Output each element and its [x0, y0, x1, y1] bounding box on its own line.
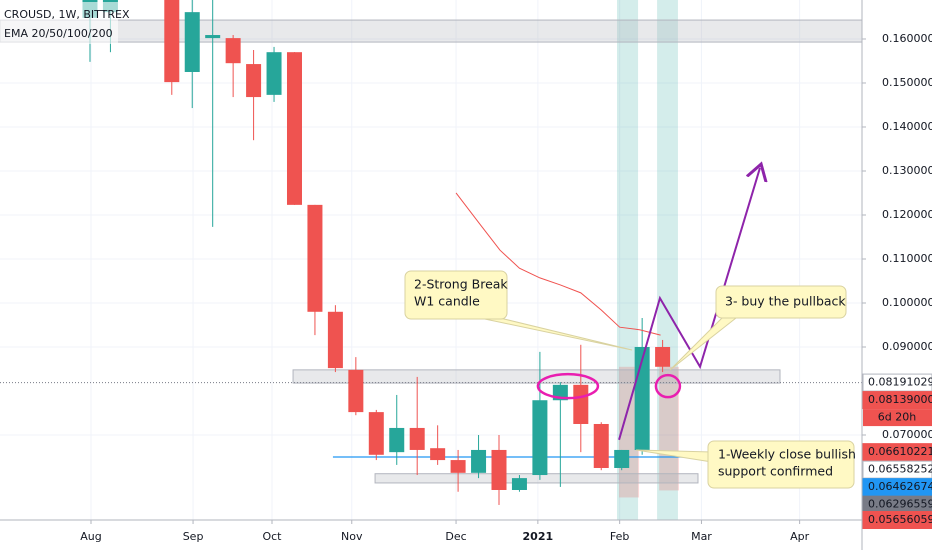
y-tick-label: 0.10000000: [882, 296, 932, 309]
candle-body: [409, 427, 425, 450]
y-tick-label: 0.12000000: [882, 208, 932, 221]
projection-path: [618, 168, 760, 441]
candle-body: [430, 448, 446, 461]
candle-body: [286, 52, 302, 205]
candle-body: [655, 346, 671, 367]
overlay: 2-Strong Break W1 candle 3- buy the pullba…: [404, 168, 856, 489]
candle-body: [225, 38, 241, 64]
callout-pointer: [635, 449, 713, 463]
price-badge-label: 0.06610221: [868, 445, 932, 458]
y-tick-label: 0.15000000: [882, 76, 932, 89]
indicator-label: EMA 20/50/100/200: [4, 27, 113, 40]
zone: [292, 369, 781, 384]
candle-body: [573, 384, 589, 424]
candle-body: [164, 0, 180, 83]
candle-body: [327, 311, 343, 369]
candle-body: [471, 449, 487, 473]
callout-text: support confirmed: [718, 464, 833, 479]
x-tick-label: Mar: [691, 530, 712, 543]
callout-box: [404, 270, 508, 320]
candle-body: [389, 427, 405, 453]
price-badge-label: 0.06558252: [868, 463, 932, 476]
price-badge: [862, 391, 932, 410]
candle-body: [205, 35, 221, 39]
candle-body: [532, 400, 548, 476]
y-tick-label: 0.14000000: [882, 120, 932, 133]
candle-body: [511, 478, 527, 490]
callout-text: 2-Strong Break: [414, 277, 508, 292]
zone: [0, 19, 862, 43]
price-badge-label: 0.08191029: [868, 376, 932, 389]
x-tick-label: Apr: [790, 530, 810, 543]
callout-pointer: [479, 317, 633, 351]
candle-body: [307, 204, 323, 312]
candle-body: [450, 460, 466, 473]
candle-body: [491, 449, 507, 490]
axes: 0.16000000 0.15000000 0.14000000 0.13000000…: [80, 32, 932, 543]
highlight-band: [659, 366, 679, 491]
candle-body: [348, 369, 364, 413]
callout: 2-Strong Break W1 candle: [404, 270, 633, 351]
callout-text: 1-Weekly close bullish: [718, 447, 856, 462]
callout: 1-Weekly close bullish support confirmed: [635, 440, 856, 489]
legend-bg: [0, 2, 118, 44]
countdown-label: 6d 20h: [878, 411, 916, 424]
price-badge: [862, 511, 932, 529]
x-tick-label: Nov: [341, 530, 363, 543]
price-badge-label: 0.08139000: [868, 393, 932, 406]
plot-area: [0, 0, 862, 520]
candle-body: [614, 449, 630, 468]
callout-text: W1 candle: [414, 294, 480, 309]
x-tick-label: Dec: [445, 530, 466, 543]
highlight-ellipse: [536, 372, 600, 400]
y-tick-label: 0.13000000: [882, 164, 932, 177]
callout-box: [715, 285, 847, 319]
x-tick-label: 2021: [523, 530, 554, 543]
candle-body: [368, 412, 384, 455]
chart-title: CROUSD, 1W, BITTREX: [4, 8, 130, 21]
callout: 3- buy the pullback: [669, 285, 847, 371]
candle-body: [593, 423, 609, 468]
zone: [374, 473, 699, 484]
ema-line: [455, 192, 661, 336]
candle-body: [266, 52, 282, 95]
y-tick-label: 0.16000000: [882, 32, 932, 45]
highlight-band: [657, 0, 678, 520]
x-tick-label: Aug: [80, 530, 101, 543]
callout-pointer: [669, 317, 737, 371]
callout-text: 3- buy the pullback: [725, 294, 846, 309]
x-tick-label: Feb: [610, 530, 629, 543]
x-tick-label: Sep: [183, 530, 204, 543]
callout-box: [707, 440, 855, 489]
x-tick-label: Oct: [262, 530, 282, 543]
y-tick-label: 0.07000000: [882, 428, 932, 441]
y-tick-label: 0.11000000: [882, 252, 932, 265]
y-tick-label: 0.09000000: [882, 340, 932, 353]
price-badge-label: 0.05656059: [868, 513, 932, 526]
price-badge-label: 0.06462674: [868, 480, 932, 493]
candle-body: [246, 64, 262, 98]
highlight-ellipse: [654, 373, 682, 399]
countdown-badge: [863, 409, 932, 427]
price-badge-label: 0.06296559: [868, 498, 932, 511]
candle-body: [184, 12, 200, 72]
